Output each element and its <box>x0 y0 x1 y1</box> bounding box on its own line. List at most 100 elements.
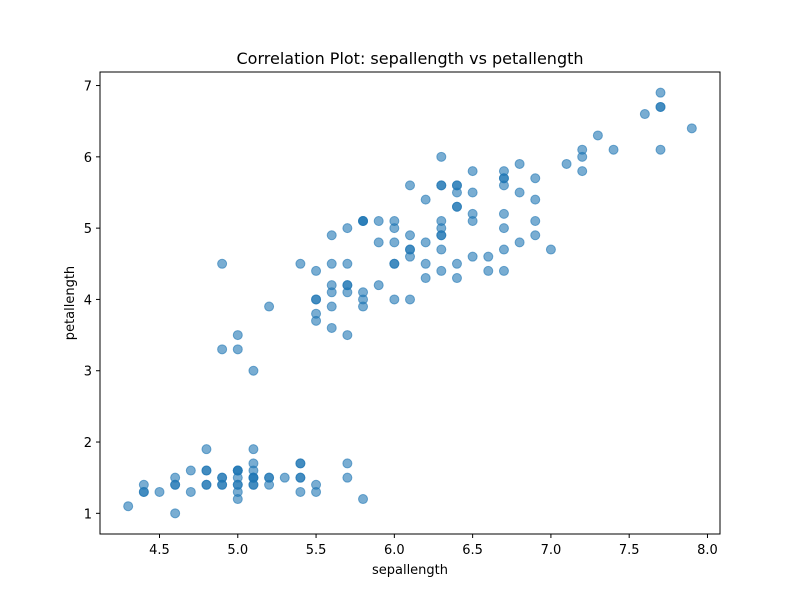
data-point <box>436 180 447 191</box>
data-point <box>326 258 337 269</box>
data-point <box>389 237 400 248</box>
data-point <box>264 472 275 483</box>
data-point <box>201 444 212 455</box>
data-point <box>592 130 603 141</box>
data-point <box>655 144 666 155</box>
data-point <box>358 216 369 227</box>
data-point <box>467 166 478 177</box>
y-tick-label: 4 <box>84 293 92 308</box>
data-point <box>342 287 353 298</box>
x-tick-label: 6.5 <box>462 543 483 558</box>
data-point <box>217 479 228 490</box>
data-point <box>373 280 384 291</box>
data-point <box>420 258 431 269</box>
data-point <box>561 158 572 169</box>
data-point <box>389 223 400 234</box>
y-tick-label: 3 <box>84 365 92 380</box>
data-point <box>326 322 337 333</box>
x-tick-label: 7.5 <box>619 543 640 558</box>
x-tick-label: 8.0 <box>697 543 718 558</box>
data-point <box>514 237 525 248</box>
data-point <box>358 294 369 305</box>
x-axis-label: sepallength <box>372 563 448 578</box>
points-layer <box>123 87 697 519</box>
data-point <box>530 216 541 227</box>
data-point <box>264 301 275 312</box>
data-point <box>467 251 478 262</box>
y-tick-label: 6 <box>84 151 92 166</box>
data-point <box>498 173 509 184</box>
data-point <box>451 273 462 284</box>
data-point <box>232 479 243 490</box>
data-point <box>185 486 196 497</box>
data-point <box>389 294 400 305</box>
x-tick-label: 5.5 <box>306 543 327 558</box>
data-point <box>248 465 259 476</box>
y-axis: 1 2 3 4 5 6 7 <box>84 80 100 522</box>
data-point <box>248 444 259 455</box>
data-point <box>530 173 541 184</box>
data-point <box>498 208 509 219</box>
data-point <box>467 187 478 198</box>
data-point <box>420 273 431 284</box>
data-point <box>232 344 243 355</box>
data-point <box>217 258 228 269</box>
data-point <box>436 223 447 234</box>
x-tick-label: 4.5 <box>149 543 170 558</box>
data-point <box>639 109 650 120</box>
x-tick-label: 6.0 <box>384 543 405 558</box>
data-point <box>201 479 212 490</box>
data-point <box>514 158 525 169</box>
data-point <box>326 280 337 291</box>
data-point <box>451 258 462 269</box>
y-axis-label: petallength <box>63 266 78 340</box>
data-point <box>436 265 447 276</box>
data-point <box>655 87 666 98</box>
data-point <box>342 223 353 234</box>
data-point <box>154 486 165 497</box>
data-point <box>311 265 322 276</box>
data-point <box>608 144 619 155</box>
data-point <box>530 194 541 205</box>
data-point <box>373 237 384 248</box>
data-point <box>295 258 306 269</box>
data-point <box>311 486 322 497</box>
data-point <box>326 301 337 312</box>
data-point <box>342 258 353 269</box>
data-point <box>436 244 447 255</box>
data-point <box>405 251 415 262</box>
y-tick-label: 1 <box>84 507 92 522</box>
data-point <box>389 258 400 269</box>
data-point <box>279 472 290 483</box>
y-tick-label: 2 <box>84 436 92 451</box>
data-point <box>498 244 509 255</box>
data-point <box>138 486 149 497</box>
plot-frame <box>99 71 721 535</box>
data-point <box>436 151 447 162</box>
data-point <box>498 265 509 276</box>
data-point <box>467 208 478 219</box>
y-tick-label: 7 <box>84 80 92 95</box>
data-point <box>201 465 212 476</box>
data-point <box>530 230 541 241</box>
data-point <box>420 194 431 205</box>
data-point <box>373 216 384 227</box>
data-point <box>655 101 666 112</box>
data-point <box>232 330 243 341</box>
data-point <box>358 494 369 505</box>
data-point <box>686 123 697 134</box>
data-point <box>170 508 181 519</box>
x-tick-label: 5.0 <box>227 543 248 558</box>
data-point <box>342 472 353 483</box>
data-point <box>342 330 353 341</box>
data-point <box>295 458 306 469</box>
x-tick-label: 7.0 <box>541 543 562 558</box>
data-point <box>545 244 556 255</box>
data-point <box>123 501 134 512</box>
data-point <box>498 223 509 234</box>
chart-title: Correlation Plot: sepallength vs petalle… <box>236 49 583 68</box>
data-point <box>185 465 196 476</box>
data-point <box>577 151 588 162</box>
